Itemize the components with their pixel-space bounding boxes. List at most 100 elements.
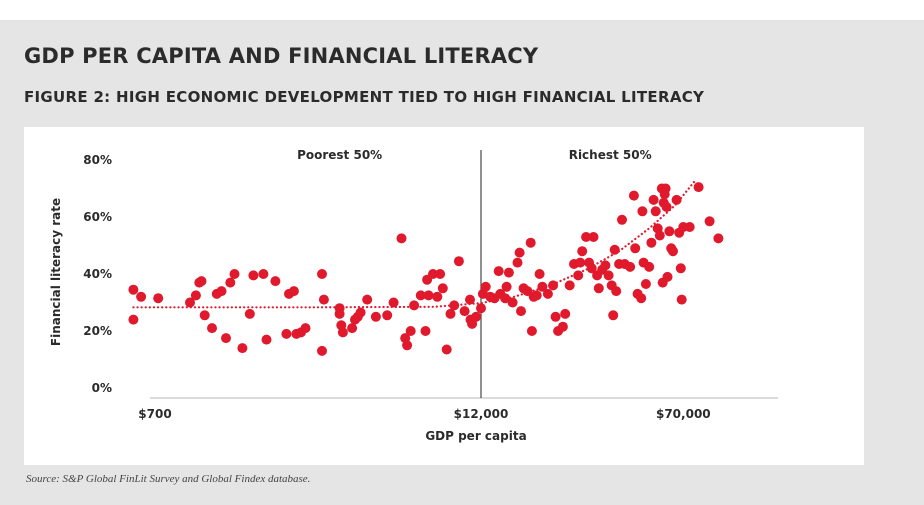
x-axis-title: GDP per capita (425, 429, 526, 443)
data-point (300, 323, 311, 334)
data-point (221, 333, 231, 344)
data-point (355, 307, 366, 318)
data-point (382, 310, 393, 321)
data-point (388, 297, 399, 308)
data-point (317, 269, 327, 279)
y-axis: 0% 20% 40% 60% 80% (83, 153, 112, 395)
data-point (337, 327, 348, 338)
data-point (480, 281, 491, 292)
data-point (661, 202, 672, 212)
data-point (514, 247, 525, 258)
data-point (317, 345, 327, 356)
data-point (507, 297, 518, 308)
data-point (288, 286, 299, 297)
data-point (258, 269, 269, 279)
data-point (512, 257, 523, 268)
data-point (415, 290, 426, 301)
page-title: GDP PER CAPITA AND FINANCIAL LITERACY (24, 44, 539, 68)
data-point (459, 306, 470, 317)
data-point (248, 270, 259, 281)
data-point (501, 281, 512, 292)
data-point (465, 294, 475, 305)
data-point (318, 294, 329, 305)
data-point (471, 311, 482, 322)
data-point (611, 286, 622, 297)
data-point (453, 256, 464, 267)
data-point (668, 246, 678, 257)
data-point (437, 283, 448, 294)
data-point (476, 303, 486, 314)
data-point (664, 226, 675, 237)
data-point (185, 297, 195, 308)
data-point (405, 326, 416, 336)
data-point (525, 237, 536, 248)
data-point (637, 206, 648, 217)
data-point (648, 194, 659, 205)
region-label: Poorest 50% (297, 148, 382, 162)
data-point (347, 323, 358, 334)
data-point (636, 293, 647, 304)
data-point (646, 237, 657, 248)
data-point (244, 308, 255, 319)
data-point (428, 269, 438, 279)
data-point (531, 290, 542, 301)
y-tick-label: 40% (83, 267, 112, 281)
data-points (128, 182, 724, 356)
data-point (229, 269, 240, 279)
region-labels: Poorest 50% Richest 50% (297, 148, 652, 162)
data-point (557, 321, 568, 332)
data-point (334, 308, 345, 319)
y-axis-title: Financial literacy rate (49, 198, 63, 346)
data-point (675, 263, 686, 274)
data-point (409, 300, 420, 311)
source-note: Source: S&P Global FinLit Survey and Glo… (26, 473, 311, 485)
y-tick-label: 20% (83, 324, 112, 338)
data-point (526, 326, 537, 336)
data-point (581, 232, 592, 242)
data-point (370, 311, 381, 322)
data-point (603, 270, 614, 281)
data-point (564, 280, 575, 291)
data-point (676, 294, 687, 305)
figure-subtitle: FIGURE 2: HIGH ECONOMIC DEVELOPMENT TIED… (24, 88, 705, 106)
data-point (420, 326, 431, 336)
data-point (199, 310, 210, 321)
data-point (128, 284, 139, 295)
data-point (402, 340, 413, 351)
data-point (445, 308, 456, 319)
data-point (644, 261, 655, 272)
x-tick-label: $70,000 (656, 407, 711, 421)
data-point (261, 334, 272, 345)
data-point (654, 230, 665, 241)
data-point (640, 279, 651, 289)
data-point (500, 293, 511, 304)
data-point (449, 300, 460, 311)
data-point (548, 280, 559, 291)
data-point (493, 266, 504, 277)
data-point (196, 276, 207, 287)
data-point (503, 267, 514, 278)
data-point (625, 261, 636, 272)
data-point (593, 283, 604, 294)
data-point (608, 310, 619, 321)
data-point (650, 206, 661, 217)
data-point (153, 293, 164, 304)
x-axis: $700 $12,000 $70,000 (138, 407, 710, 421)
data-point (684, 222, 695, 232)
data-point (534, 269, 545, 279)
region-label: Richest 50% (569, 148, 652, 162)
data-point (190, 290, 201, 301)
data-point (216, 286, 227, 297)
data-point (225, 277, 236, 288)
data-point (435, 269, 446, 279)
x-tick-label: $700 (138, 407, 171, 421)
y-tick-label: 80% (83, 153, 112, 167)
data-point (662, 271, 673, 282)
data-point (441, 344, 452, 355)
data-point (575, 257, 586, 268)
data-point (542, 288, 553, 299)
data-point (573, 270, 584, 281)
data-point (432, 291, 443, 302)
data-point (630, 243, 641, 254)
data-point (128, 314, 139, 325)
